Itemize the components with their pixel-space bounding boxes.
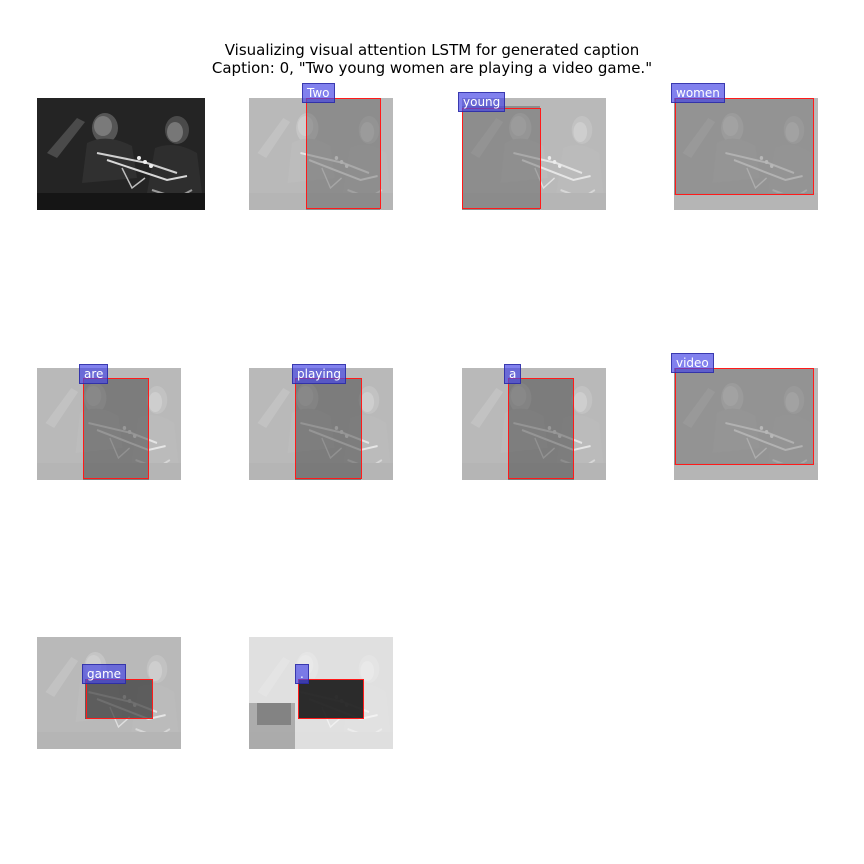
attention-image (37, 637, 181, 749)
word-label: game (82, 664, 127, 684)
attention-image (674, 98, 818, 210)
attention-box (675, 368, 814, 465)
attention-box (86, 679, 153, 719)
attention-image (674, 368, 818, 480)
word-label: Two (302, 83, 335, 103)
attention-image (37, 368, 181, 480)
attention-box (295, 378, 362, 479)
word-label: young (458, 92, 506, 112)
attention-image (462, 368, 606, 480)
word-label: are (79, 364, 109, 384)
word-label: . (295, 664, 309, 684)
attention-box (462, 108, 541, 209)
word-label: a (504, 364, 522, 384)
attention-image (249, 637, 393, 749)
attention-box (508, 378, 574, 479)
attention-image (249, 368, 393, 480)
title-line-2: Caption: 0, "Two young women are playing… (211, 59, 653, 77)
attention-image (462, 98, 606, 210)
attention-box (306, 98, 381, 209)
word-label: playing (292, 364, 346, 384)
word-label: video (671, 353, 714, 373)
attention-box (675, 98, 814, 195)
attention-box (83, 378, 149, 479)
attention-box (298, 679, 364, 719)
title-line-1: Visualizing visual attention LSTM for ge… (224, 41, 640, 59)
word-label: women (671, 83, 725, 103)
attention-image (249, 98, 393, 210)
original-image (37, 98, 205, 210)
